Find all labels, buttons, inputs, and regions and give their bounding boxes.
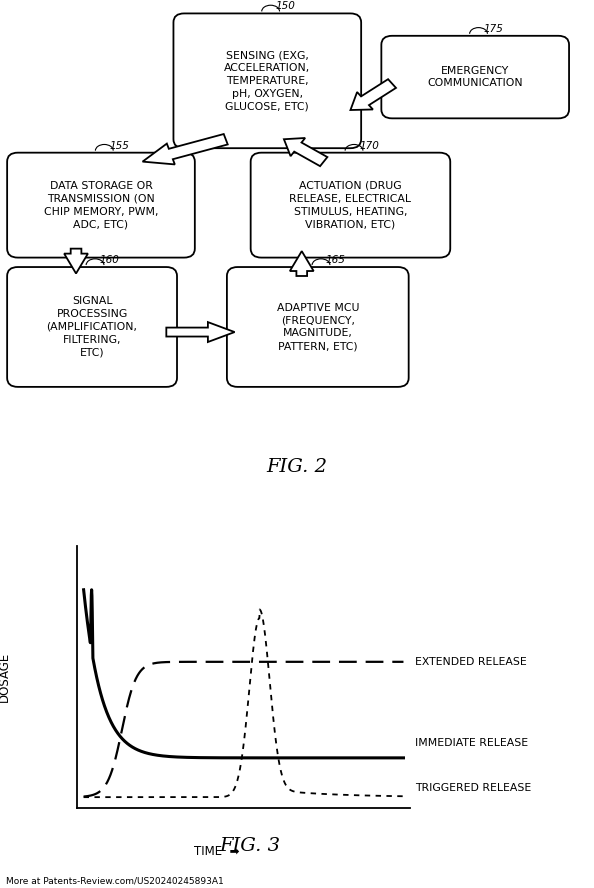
FancyBboxPatch shape bbox=[7, 153, 195, 258]
Text: DOSAGE: DOSAGE bbox=[0, 652, 11, 702]
Text: EMERGENCY
COMMUNICATION: EMERGENCY COMMUNICATION bbox=[428, 66, 523, 89]
Polygon shape bbox=[290, 251, 314, 276]
Text: IMMEDIATE RELEASE: IMMEDIATE RELEASE bbox=[415, 738, 528, 748]
Text: 160: 160 bbox=[100, 255, 119, 265]
FancyBboxPatch shape bbox=[381, 36, 569, 118]
Text: 175: 175 bbox=[484, 24, 503, 34]
Polygon shape bbox=[64, 249, 88, 274]
Text: TRIGGERED RELEASE: TRIGGERED RELEASE bbox=[415, 783, 531, 794]
Text: 155: 155 bbox=[109, 140, 129, 151]
Text: 150: 150 bbox=[276, 2, 295, 12]
Text: FIG. 2: FIG. 2 bbox=[267, 458, 327, 477]
Polygon shape bbox=[350, 79, 396, 110]
FancyBboxPatch shape bbox=[7, 267, 177, 387]
Text: 170: 170 bbox=[359, 140, 379, 151]
Text: TIME  ➡: TIME ➡ bbox=[194, 844, 239, 858]
FancyBboxPatch shape bbox=[251, 153, 450, 258]
Text: More at Patents-Review.com/US20240245893A1: More at Patents-Review.com/US20240245893… bbox=[6, 876, 224, 885]
Text: FIG. 3: FIG. 3 bbox=[219, 837, 280, 855]
Polygon shape bbox=[143, 134, 228, 164]
Text: EXTENDED RELEASE: EXTENDED RELEASE bbox=[415, 657, 526, 667]
Text: DATA STORAGE OR
TRANSMISSION (ON
CHIP MEMORY, PWM,
ADC, ETC): DATA STORAGE OR TRANSMISSION (ON CHIP ME… bbox=[44, 181, 158, 229]
FancyBboxPatch shape bbox=[173, 13, 361, 148]
Polygon shape bbox=[166, 322, 235, 342]
FancyBboxPatch shape bbox=[227, 267, 409, 387]
Text: SENSING (EXG,
ACCELERATION,
TEMPERATURE,
pH, OXYGEN,
GLUCOSE, ETC): SENSING (EXG, ACCELERATION, TEMPERATURE,… bbox=[224, 51, 311, 111]
Polygon shape bbox=[284, 138, 327, 166]
Text: SIGNAL
PROCESSING
(AMPLIFICATION,
FILTERING,
ETC): SIGNAL PROCESSING (AMPLIFICATION, FILTER… bbox=[46, 297, 138, 358]
Text: ACTUATION (DRUG
RELEASE, ELECTRICAL
STIMULUS, HEATING,
VIBRATION, ETC): ACTUATION (DRUG RELEASE, ELECTRICAL STIM… bbox=[289, 181, 412, 229]
Text: 165: 165 bbox=[326, 255, 346, 265]
Text: ADAPTIVE MCU
(FREQUENCY,
MAGNITUDE,
PATTERN, ETC): ADAPTIVE MCU (FREQUENCY, MAGNITUDE, PATT… bbox=[277, 303, 359, 351]
